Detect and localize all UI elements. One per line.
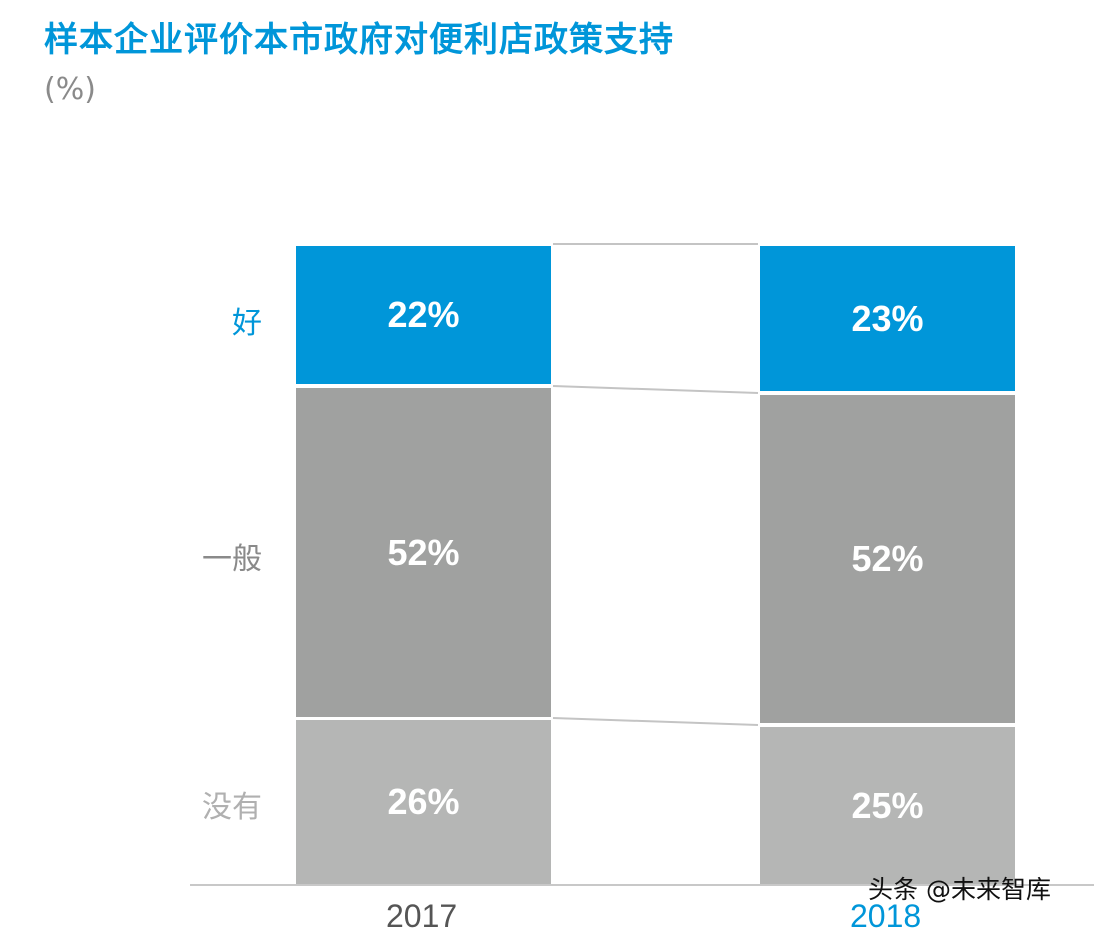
x-axis-baseline <box>190 884 1094 886</box>
watermark: 头条 @未来智库 <box>868 875 1051 904</box>
segment-2017-none: 26% <box>296 720 551 884</box>
x-label-2017: 2017 <box>386 898 458 934</box>
segment-2018-none: 25% <box>760 727 1015 884</box>
segment-2018-average: 52% <box>760 395 1015 723</box>
segment-2017-good: 22% <box>296 246 551 384</box>
segment-2018-good: 23% <box>760 246 1015 391</box>
x-label-2018: 2018 <box>850 898 922 934</box>
category-label-none: 没有 <box>202 790 262 825</box>
chart-title: 样本企业评价本市政府对便利店政策支持 <box>44 20 674 60</box>
unit-label: (%) <box>44 72 96 107</box>
category-label-good: 好 <box>232 306 262 341</box>
segment-2017-average: 52% <box>296 388 551 717</box>
category-label-average: 一般 <box>202 542 262 577</box>
